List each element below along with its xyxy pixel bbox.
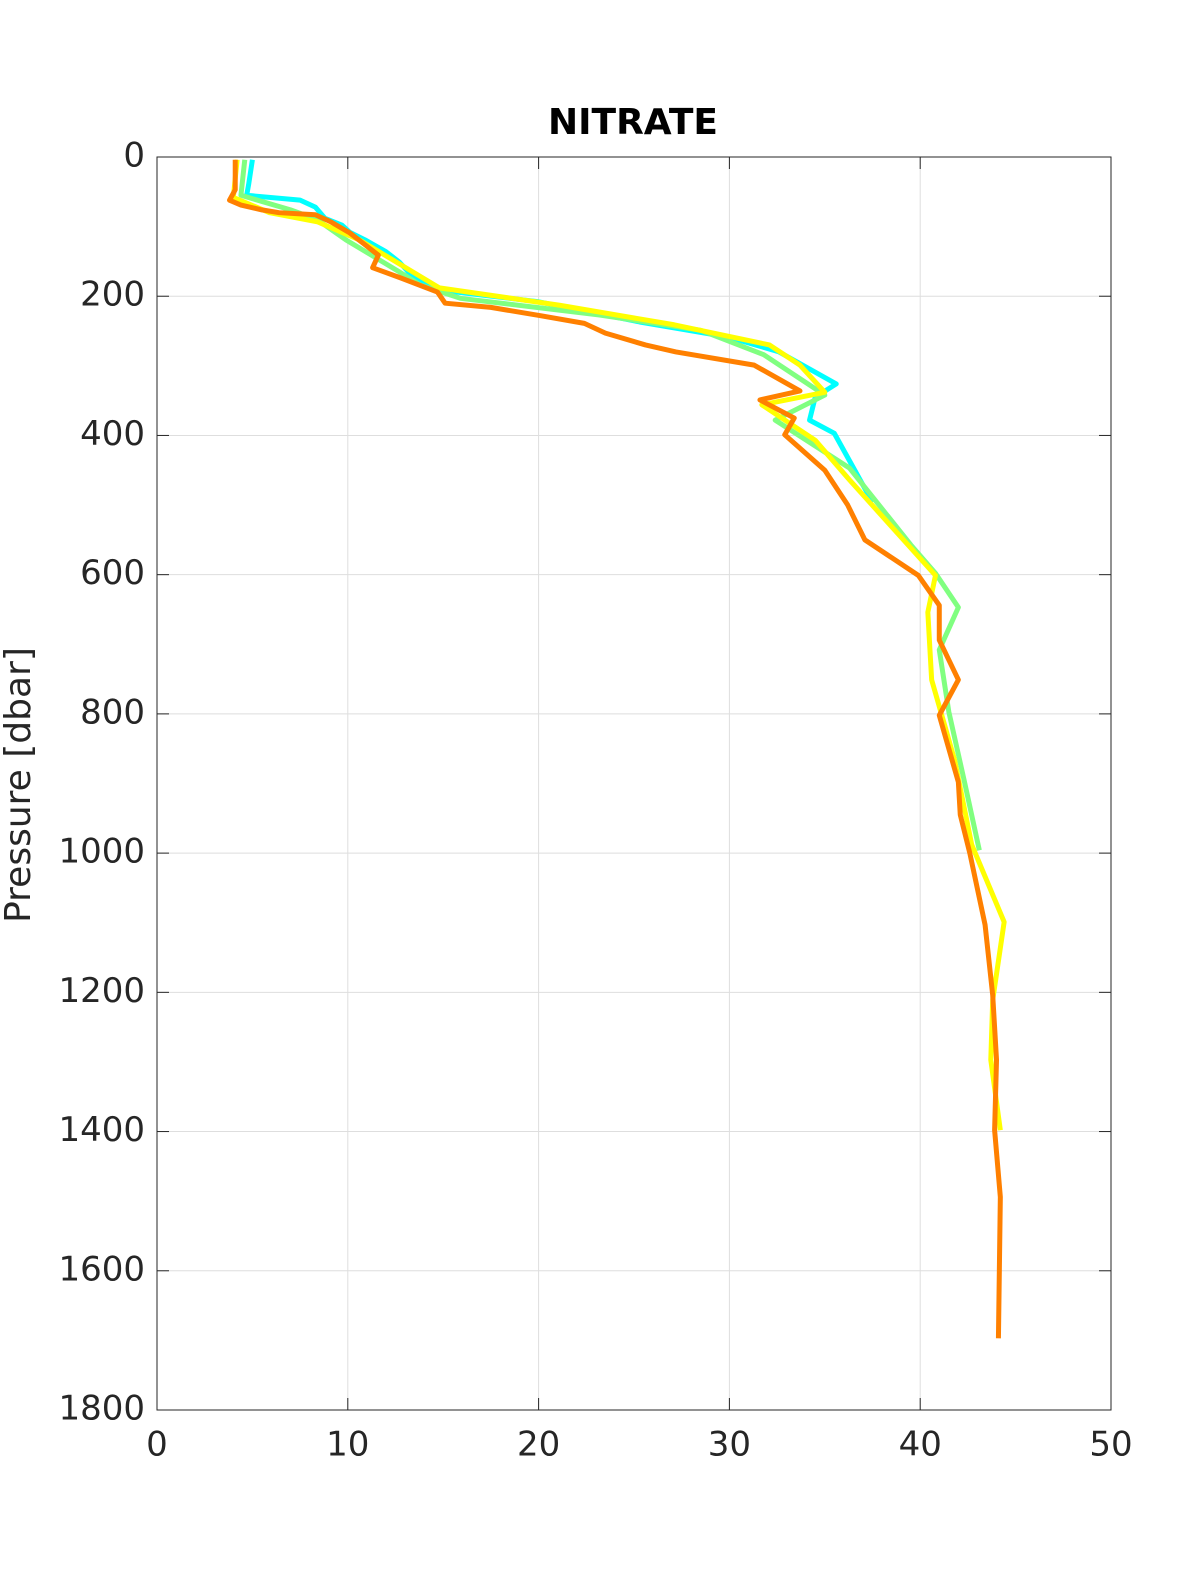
y-axis-label: Pressure [dbar] [0, 647, 39, 923]
y-tick-label: 1800 [58, 1389, 145, 1429]
y-tick-label: 1000 [58, 832, 145, 872]
y-tick-label: 600 [80, 553, 145, 593]
x-tick-label: 50 [1089, 1425, 1132, 1465]
y-tick-label: 1600 [58, 1249, 145, 1289]
plot-frame [156, 156, 1112, 1411]
y-tick-label: 1200 [58, 971, 145, 1011]
x-tick-label: 10 [326, 1425, 369, 1465]
x-tick-label: 40 [899, 1425, 942, 1465]
y-tick-label: 800 [80, 692, 145, 732]
plot-background [157, 157, 1111, 1410]
y-tick-label: 200 [80, 275, 145, 315]
y-tick-label: 0 [123, 136, 145, 176]
profile-line [227, 159, 1003, 1339]
chart-title: NITRATE [548, 102, 718, 143]
y-tick-label: 1400 [58, 1110, 145, 1150]
x-tick-label: 20 [517, 1425, 560, 1465]
profile-line [244, 159, 875, 504]
x-tick-label: 30 [708, 1425, 751, 1465]
profile-line [230, 159, 1007, 1131]
y-tick-label: 400 [80, 414, 145, 454]
x-tick-label: 0 [146, 1425, 168, 1465]
